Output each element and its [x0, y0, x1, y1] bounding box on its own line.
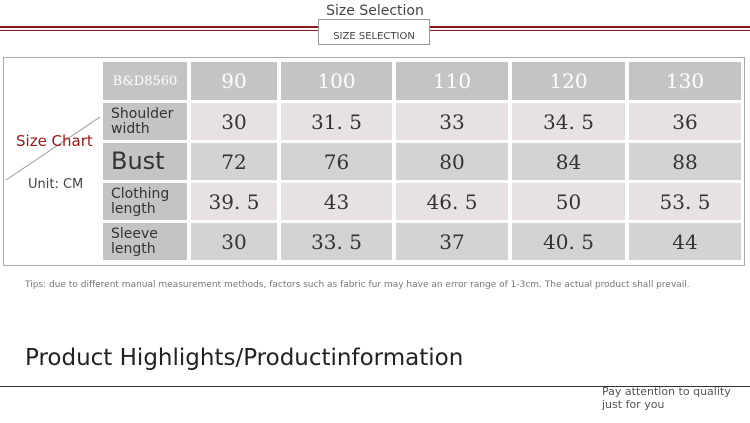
measure-cell: 39. 5 [191, 183, 277, 220]
measure-cell: 53. 5 [629, 183, 741, 220]
rule [0, 386, 750, 387]
table-frame [3, 57, 745, 266]
row-label: Bust [103, 143, 187, 180]
diagonal [5, 116, 101, 181]
measure-cell: 72 [191, 143, 277, 180]
measure-cell: 80 [396, 143, 508, 180]
section-title: Product Highlights/Productinformation [25, 345, 464, 371]
measure-cell: 43 [281, 183, 392, 220]
size-header: 100 [281, 62, 392, 100]
measure-cell: 40. 5 [512, 223, 625, 260]
measure-cell: 46. 5 [396, 183, 508, 220]
size-chart-label: Size Chart [16, 132, 93, 150]
size-header: 90 [191, 62, 277, 100]
row-label: Sleeve length [103, 223, 187, 260]
row-label: Shoulder width [103, 103, 187, 140]
measure-cell: 36 [629, 103, 741, 140]
corner-cell: B&D8560 [103, 62, 187, 100]
measure-cell: 33. 5 [281, 223, 392, 260]
measure-cell: 37 [396, 223, 508, 260]
measure-cell: 30 [191, 223, 277, 260]
unit-label: Unit: CM [28, 177, 84, 192]
size-header: 110 [396, 62, 508, 100]
measure-cell: 30 [191, 103, 277, 140]
measure-cell: 88 [629, 143, 741, 180]
size-header: 130 [629, 62, 741, 100]
measure-cell: 76 [281, 143, 392, 180]
measure-cell: 84 [512, 143, 625, 180]
measure-cell: 33 [396, 103, 508, 140]
measure-cell: 31. 5 [281, 103, 392, 140]
badge: SIZE SELECTION [318, 19, 430, 45]
size-header: 120 [512, 62, 625, 100]
row-label: Clothing length [103, 183, 187, 220]
measure-cell: 50 [512, 183, 625, 220]
title: Size Selection [326, 3, 424, 19]
measure-cell: 34. 5 [512, 103, 625, 140]
tips: Tips: due to different manual measuremen… [25, 280, 690, 290]
measure-cell: 44 [629, 223, 741, 260]
section-note: Pay attention to quality just for you [602, 385, 731, 411]
